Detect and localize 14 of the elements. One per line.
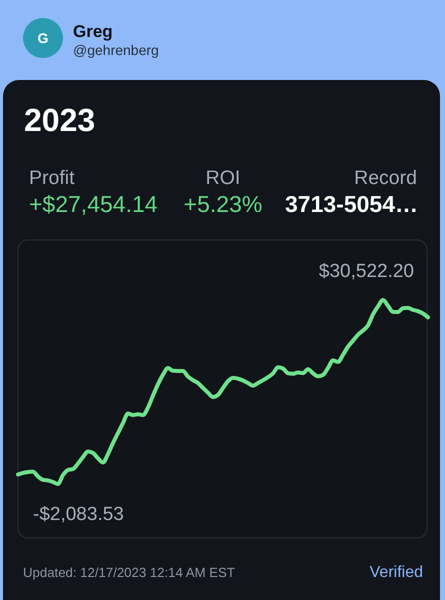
data-label: -$2,083.53	[33, 504, 124, 525]
text: Verified	[370, 564, 423, 581]
text: 3713-5054…	[285, 191, 418, 217]
text: +$27,454.14	[29, 191, 158, 217]
data-label: $30,522.20	[318, 261, 414, 282]
text: +5.23%	[184, 191, 262, 217]
text: @gehrenberg	[73, 42, 159, 58]
text: Record	[354, 167, 417, 189]
text: Profit	[29, 167, 76, 189]
text: G	[38, 30, 49, 46]
text: Greg	[73, 22, 113, 41]
text: Updated: 12/17/2023 12:14 AM EST	[23, 565, 235, 580]
chart-title: 2023	[24, 102, 96, 138]
text: ROI	[206, 167, 240, 189]
